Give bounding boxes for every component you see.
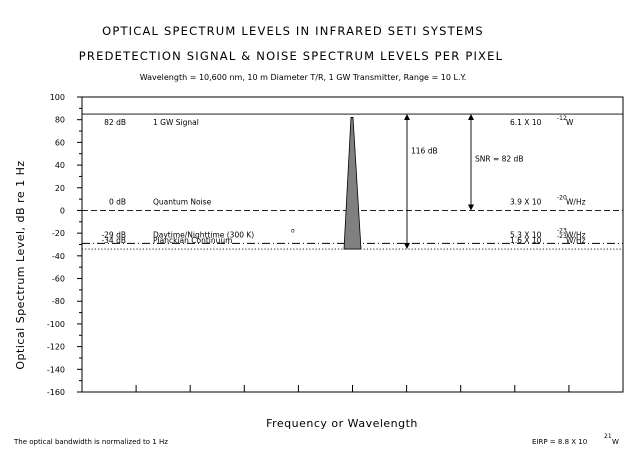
arrow-head-down	[468, 204, 474, 211]
eirp-exponent: 21	[604, 433, 612, 440]
y-tick-label: -40	[52, 252, 65, 261]
y-tick-label: -100	[47, 320, 65, 329]
footer-note: The optical bandwidth is normalized to 1…	[13, 438, 168, 446]
level-value-mantissa: 6.1 X 10	[510, 118, 542, 127]
arrow-label: 116 dB	[411, 147, 438, 156]
level-db-label: 82 dB	[104, 118, 126, 127]
y-ticks: 100 80 60 40 20 0 -20 -40 -60 -80 -100 -120 -140 -160	[47, 93, 82, 397]
level-db-label: 0 dB	[109, 197, 126, 206]
degree-mark: o	[291, 227, 295, 234]
chart-title-line1: OPTICAL SPECTRUM LEVELS IN INFRARED SETI…	[102, 24, 484, 38]
y-tick-label: 40	[55, 161, 65, 170]
level-value-unit: W	[566, 118, 574, 127]
y-tick-label: 60	[55, 138, 65, 147]
level-value-exponent: -12	[557, 115, 567, 122]
level-db-label: -29 dB	[101, 230, 126, 239]
y-tick-label: -160	[47, 388, 65, 397]
level-value-exponent: -23	[557, 227, 567, 234]
y-tick-label: -140	[47, 365, 65, 374]
level-value-unit: W/Hz	[566, 230, 586, 239]
level-value-unit: W/Hz	[566, 236, 586, 245]
annotation-arrows: 116 dB SNR = 82 dB	[404, 114, 523, 250]
level-value-exponent: -23	[557, 233, 567, 240]
level-name-label: Planckian Continuum	[153, 236, 232, 245]
level-value-mantissa: 3.9 X 10	[510, 197, 542, 206]
y-tick-label: 0	[60, 206, 65, 215]
eirp-text: EIRP = 8.8 X 10	[532, 438, 587, 446]
arrow-head-up	[404, 114, 410, 121]
level-value-mantissa: 5.3 X 10	[510, 230, 542, 239]
y-tick-label: 80	[55, 116, 65, 125]
arrow-label: SNR = 82 dB	[475, 155, 523, 164]
y-tick-label: -120	[47, 343, 65, 352]
arrow-head-up	[468, 114, 474, 121]
level-name-label: 1 GW Signal	[153, 118, 199, 127]
x-axis-label: Frequency or Wavelength	[266, 417, 418, 430]
level-value-unit: W/Hz	[566, 197, 586, 206]
arrow-head-down	[404, 243, 410, 250]
level-db-label: -34 dB	[101, 236, 126, 245]
level-value-exponent: -20	[557, 194, 567, 201]
y-tick-label: -60	[52, 275, 65, 284]
chart-title-line2: PREDETECTION SIGNAL & NOISE SPECTRUM LEV…	[79, 49, 503, 63]
y-tick-label: 20	[55, 184, 65, 193]
chart-subtitle: Wavelength = 10,600 nm, 10 m Diameter T/…	[140, 73, 467, 82]
y-axis-label: Optical Spectrum Level, dB re 1 Hz	[14, 160, 27, 369]
y-tick-label: -20	[52, 229, 65, 238]
level-value-mantissa: 1.6 X 10	[510, 236, 542, 245]
level-name-label: Quantum Noise	[153, 197, 212, 206]
level-lines: 82 dB 1 GW Signal 6.1 X 10 -12 W 0 dB Quantum …	[82, 113, 623, 250]
y-tick-label: 100	[50, 93, 65, 102]
eirp-unit: W	[612, 438, 619, 446]
signal-peak	[343, 117, 362, 250]
level-name-label: Daytime/Nighttime (300 K)	[153, 230, 254, 239]
x-ticks	[135, 385, 570, 392]
y-tick-label: -80	[52, 297, 65, 306]
